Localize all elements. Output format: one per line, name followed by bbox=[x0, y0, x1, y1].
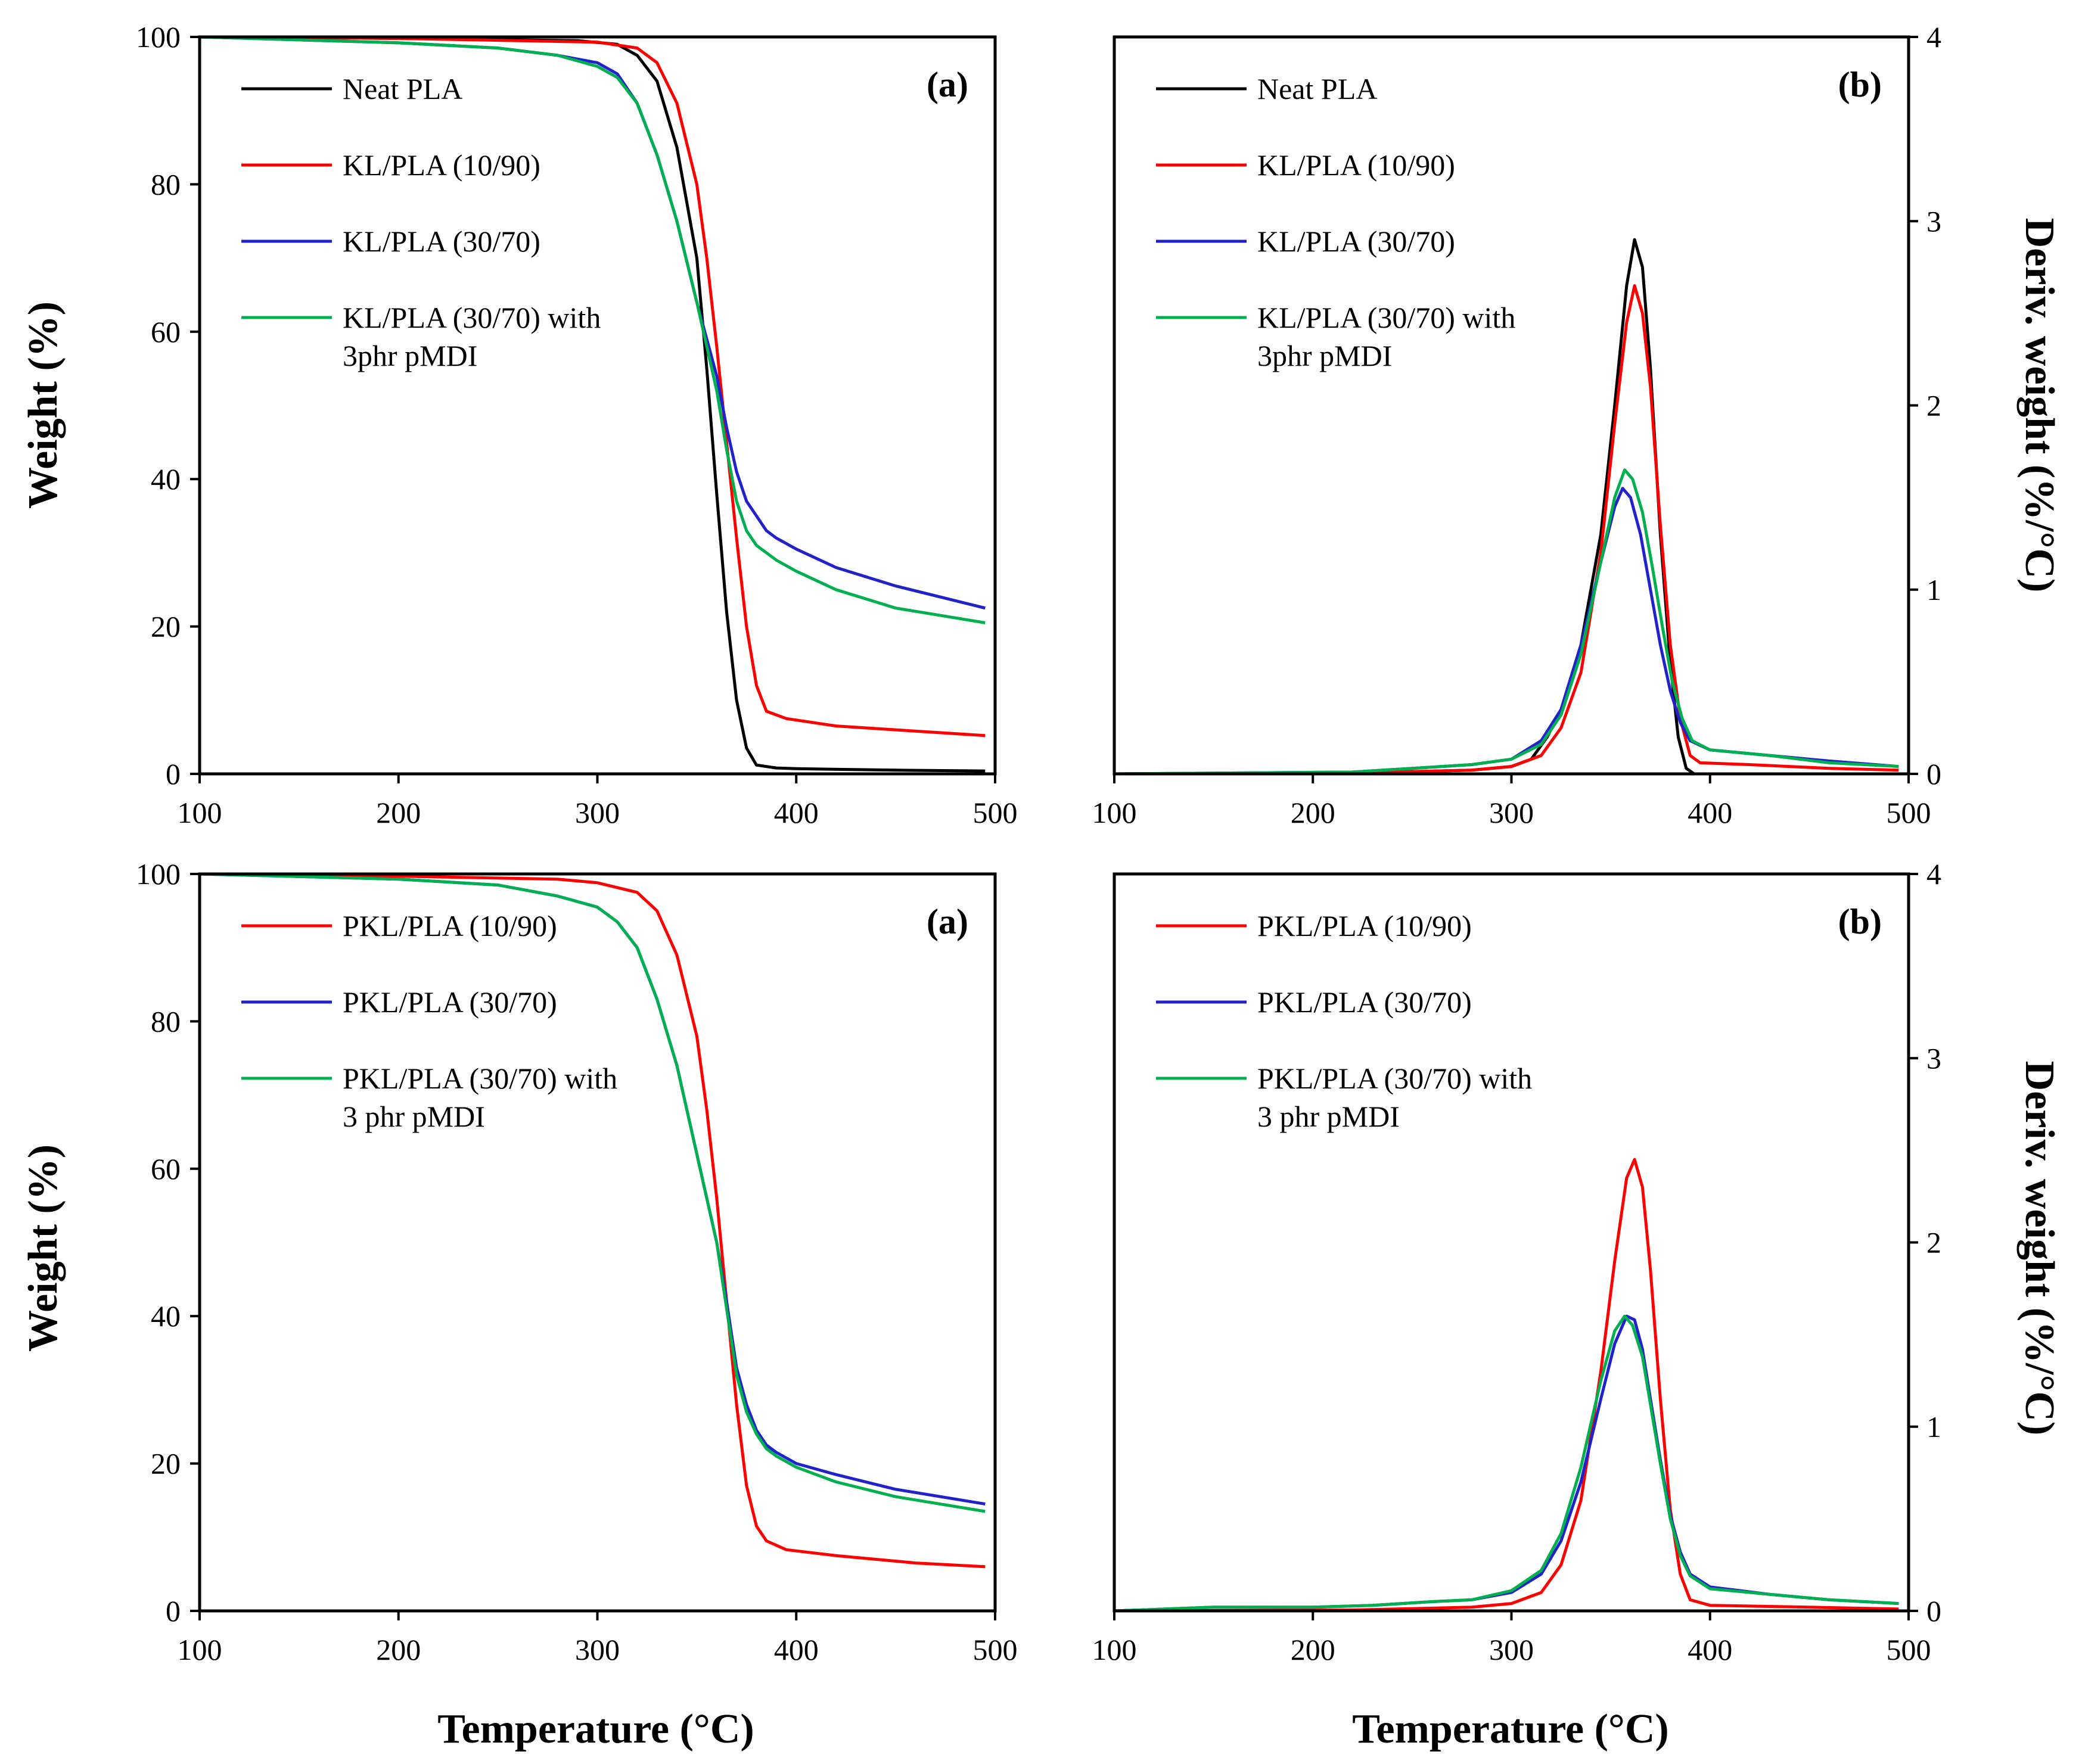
legend-label: 3 phr pMDI bbox=[343, 1100, 485, 1133]
legend-label: KL/PLA (30/70) with bbox=[1257, 301, 1515, 334]
x-tick-label: 300 bbox=[575, 796, 620, 829]
series-line-4 bbox=[199, 35, 986, 624]
x-tick-label: 400 bbox=[1688, 796, 1732, 829]
legend-label: Neat PLA bbox=[1257, 72, 1377, 105]
legend-item: PKL/PLA (30/70) with 3 phr pMDI bbox=[1156, 1062, 1532, 1133]
legend-label: PKL/PLA (30/70) bbox=[1257, 985, 1472, 1019]
legend-item: KL/PLA (10/90) bbox=[241, 148, 540, 182]
panel-label: (a) bbox=[927, 902, 968, 941]
legend-label: PKL/PLA (30/70) bbox=[343, 985, 557, 1019]
panel-bottom-right-deriv: 100 200 300 400 500 0 1 2 3 4 (b) PKL/PLA (10/90) PK… bbox=[1092, 857, 1942, 1666]
y-tick-label: 1 bbox=[1926, 573, 1941, 606]
panel-top-left-weight: 100 200 300 400 500 0 20 40 60 80 100 (a) Neat PLA KL… bbox=[136, 20, 1018, 829]
panel-label: (a) bbox=[927, 65, 968, 104]
y-tick-label: 20 bbox=[151, 1447, 181, 1480]
panel-top-right-deriv: 100 200 300 400 500 0 1 2 3 4 (b) Neat PLA KL/PLA (1… bbox=[1092, 20, 1942, 829]
legend-item: Neat PLA bbox=[241, 72, 462, 105]
y-tick-label: 80 bbox=[151, 1004, 181, 1038]
series-line-1 bbox=[199, 872, 986, 1569]
panel-label: (b) bbox=[1838, 65, 1882, 104]
legend-label: 3phr pMDI bbox=[343, 339, 477, 372]
legend-item: KL/PLA (30/70) bbox=[241, 225, 540, 258]
x-tick-label: 200 bbox=[1291, 1633, 1335, 1666]
y-tick-label: 3 bbox=[1926, 1041, 1941, 1075]
legend-label: KL/PLA (30/70) with bbox=[343, 301, 601, 334]
x-tick-label: 200 bbox=[376, 1633, 421, 1666]
legend-item: PKL/PLA (30/70) bbox=[241, 985, 557, 1019]
y-tick-label: 60 bbox=[151, 315, 181, 349]
y-tick-label: 40 bbox=[151, 1299, 181, 1333]
legend-label: PKL/PLA (30/70) with bbox=[1257, 1062, 1532, 1095]
legend-label: KL/PLA (10/90) bbox=[343, 148, 540, 182]
legend-label: 3 phr pMDI bbox=[1257, 1100, 1400, 1133]
legend-item: KL/PLA (30/70) with 3phr pMDI bbox=[241, 301, 601, 372]
x-tick-label: 100 bbox=[178, 796, 222, 829]
x-tick-label: 300 bbox=[575, 1633, 620, 1666]
x-tick-label: 100 bbox=[1092, 1633, 1137, 1666]
legend-label: PKL/PLA (10/90) bbox=[343, 909, 557, 942]
series-line-1 bbox=[1114, 1158, 1899, 1613]
y-tick-label: 100 bbox=[136, 20, 181, 54]
ylabel-weight-bottom: Weight (%) bbox=[20, 1144, 66, 1352]
x-tick-label: 400 bbox=[774, 1633, 819, 1666]
y-tick-label: 2 bbox=[1926, 389, 1941, 422]
legend-label: PKL/PLA (30/70) with bbox=[343, 1062, 617, 1095]
y-tick-label: 0 bbox=[166, 757, 181, 791]
legend-label: 3phr pMDI bbox=[1257, 339, 1392, 372]
y-tick-label: 0 bbox=[1926, 1594, 1941, 1628]
y-tick-label: 20 bbox=[151, 610, 181, 643]
legend-item: PKL/PLA (10/90) bbox=[1156, 909, 1472, 942]
ylabel-deriv-bottom: Deriv. weight (%/°C) bbox=[2016, 1061, 2062, 1436]
x-tick-label: 300 bbox=[1489, 1633, 1534, 1666]
y-tick-label: 80 bbox=[151, 167, 181, 201]
y-tick-label: 4 bbox=[1926, 857, 1941, 891]
legend-label: PKL/PLA (10/90) bbox=[1257, 909, 1472, 942]
series-line-4 bbox=[1114, 468, 1899, 776]
x-tick-label: 500 bbox=[1887, 1633, 1931, 1666]
y-tick-label: 60 bbox=[151, 1152, 181, 1186]
legend-label: Neat PLA bbox=[343, 72, 462, 105]
x-tick-label: 500 bbox=[973, 796, 1018, 829]
xlabel-right: Temperature (°C) bbox=[1352, 1706, 1669, 1752]
panel-label: (b) bbox=[1838, 902, 1882, 941]
ylabel-deriv-top: Deriv. weight (%/°C) bbox=[2016, 218, 2062, 593]
x-tick-label: 300 bbox=[1489, 796, 1534, 829]
legend-item: KL/PLA (30/70) with 3phr pMDI bbox=[1156, 301, 1515, 372]
x-tick-label: 400 bbox=[1688, 1633, 1732, 1666]
x-tick-label: 200 bbox=[376, 796, 421, 829]
xlabel-left: Temperature (°C) bbox=[437, 1706, 754, 1752]
series-line-3 bbox=[199, 872, 986, 1513]
x-tick-label: 500 bbox=[973, 1633, 1018, 1666]
x-tick-label: 400 bbox=[774, 796, 819, 829]
series-line-2 bbox=[1114, 284, 1899, 776]
x-tick-label: 200 bbox=[1291, 796, 1335, 829]
y-tick-label: 0 bbox=[166, 1594, 181, 1628]
y-tick-label: 4 bbox=[1926, 20, 1941, 54]
x-tick-label: 100 bbox=[1092, 796, 1137, 829]
panel-bottom-left-weight: 100 200 300 400 500 0 20 40 60 80 100 (a) PKL/PLA (1… bbox=[136, 857, 1018, 1666]
y-tick-label: 2 bbox=[1926, 1226, 1941, 1259]
y-tick-label: 0 bbox=[1926, 757, 1941, 791]
y-tick-label: 1 bbox=[1926, 1410, 1941, 1443]
x-tick-label: 100 bbox=[178, 1633, 222, 1666]
legend-label: KL/PLA (30/70) bbox=[1257, 225, 1455, 258]
y-tick-label: 40 bbox=[151, 462, 181, 496]
legend-item: Neat PLA bbox=[1156, 72, 1377, 105]
series-line-3 bbox=[1114, 1314, 1899, 1613]
legend-item: PKL/PLA (10/90) bbox=[241, 909, 557, 942]
legend-item: PKL/PLA (30/70) bbox=[1156, 985, 1472, 1019]
y-tick-label: 100 bbox=[136, 857, 181, 891]
ylabel-weight-top: Weight (%) bbox=[20, 301, 66, 509]
legend-item: KL/PLA (10/90) bbox=[1156, 148, 1455, 182]
legend-item: KL/PLA (30/70) bbox=[1156, 225, 1455, 258]
y-tick-label: 3 bbox=[1926, 204, 1941, 238]
legend-item: PKL/PLA (30/70) with 3 phr pMDI bbox=[241, 1062, 617, 1133]
legend-label: KL/PLA (30/70) bbox=[343, 225, 540, 258]
x-tick-label: 500 bbox=[1887, 796, 1931, 829]
legend-label: KL/PLA (10/90) bbox=[1257, 148, 1455, 182]
